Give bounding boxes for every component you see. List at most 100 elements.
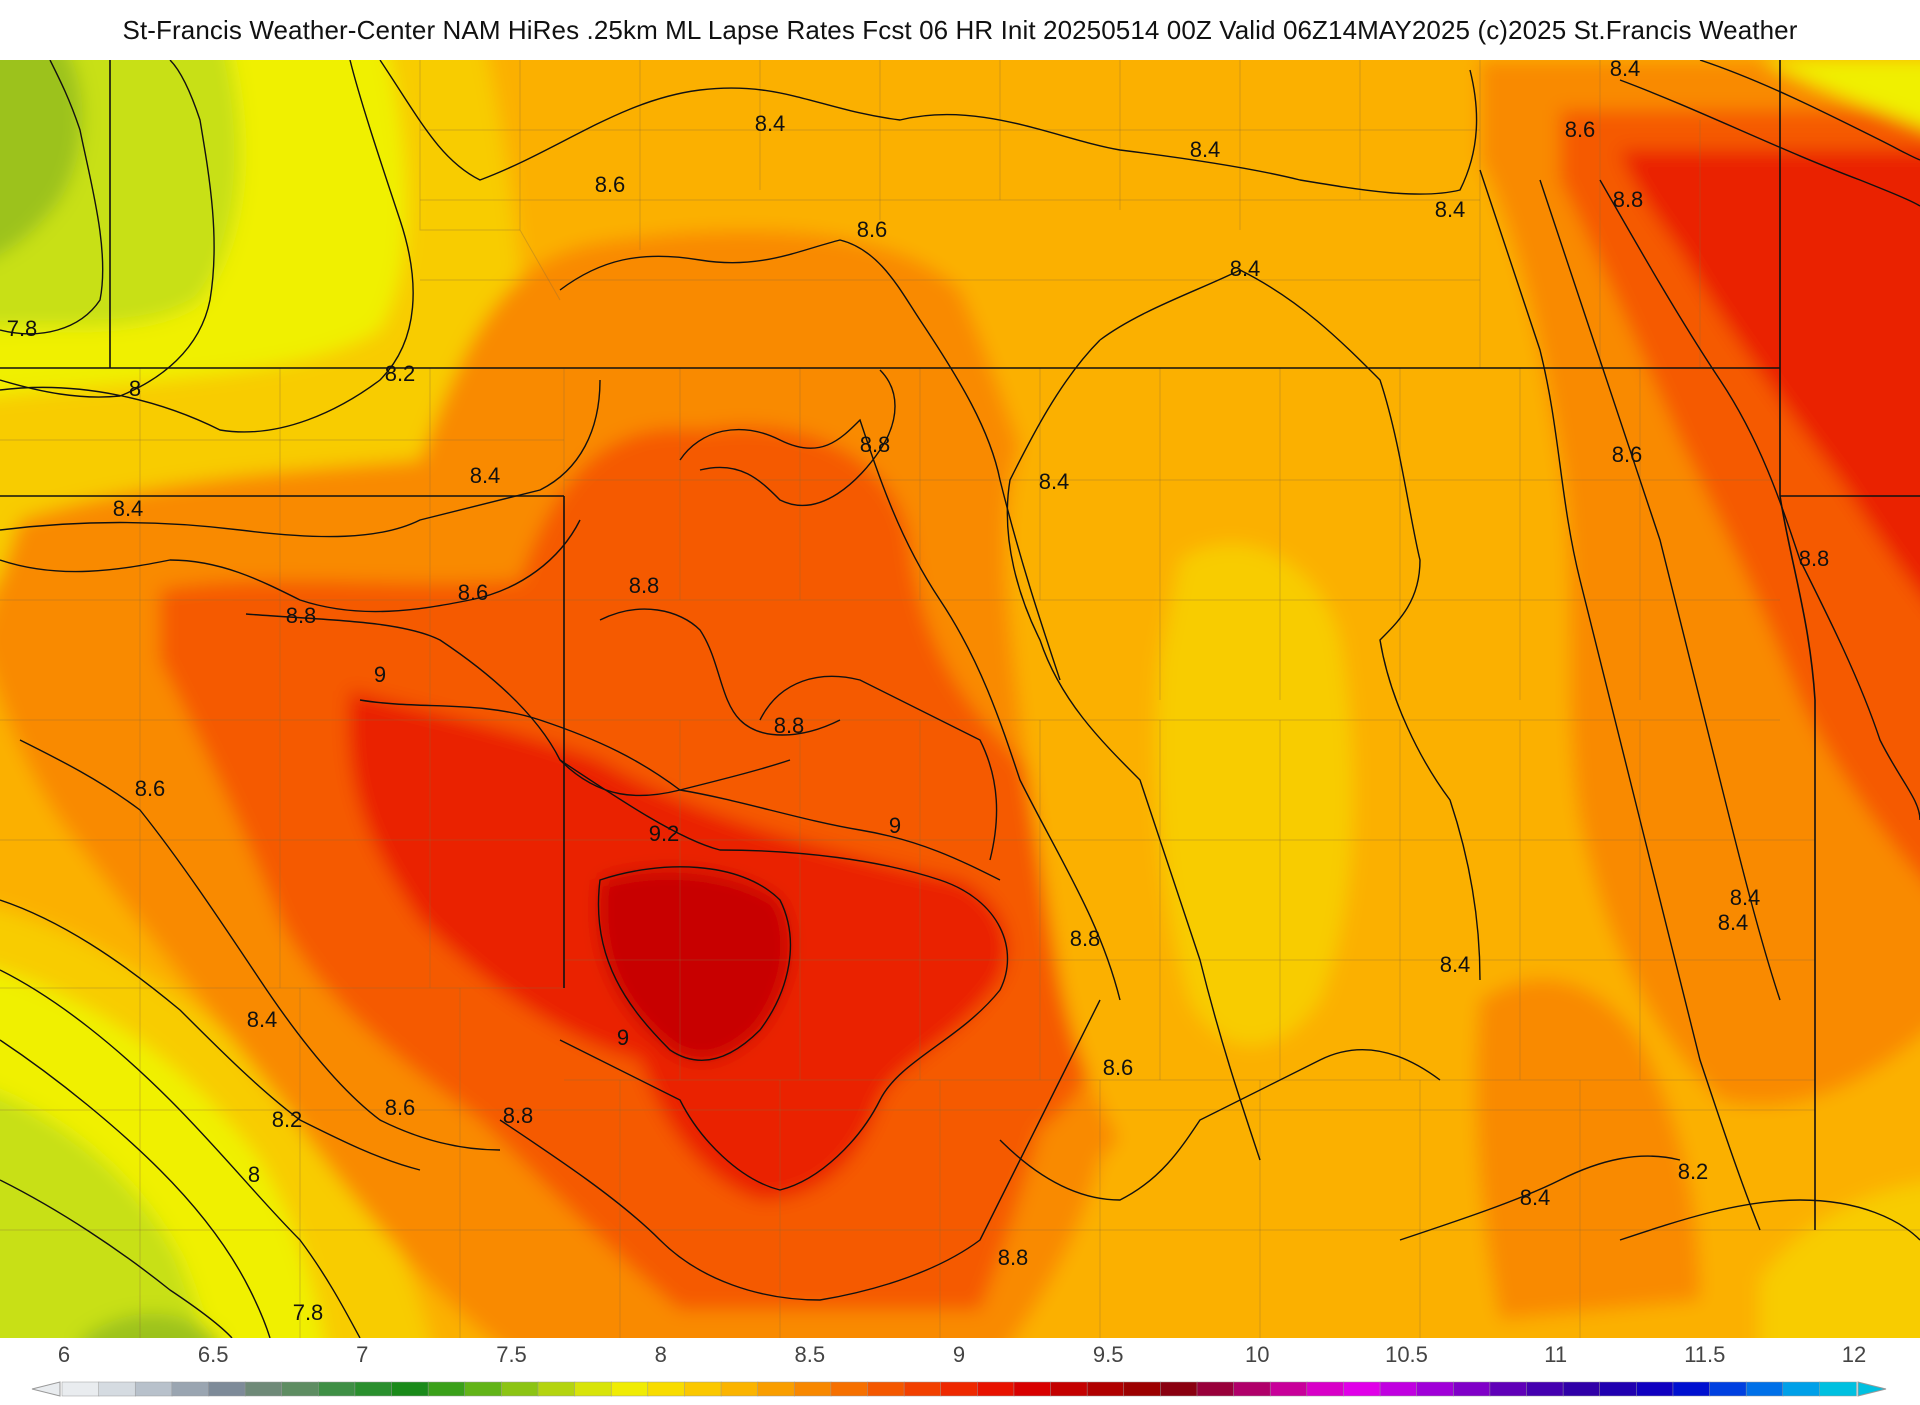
contour-label: 8.4 [1520,1185,1551,1210]
colorbar-tick-label: 7.5 [496,1342,527,1367]
contour-label: 8.2 [272,1107,303,1132]
colorbar-segments [61,1381,1857,1397]
colorbar-segment [1562,1381,1601,1397]
county-lines [0,60,1920,1338]
fill-east-band-lower-orange [1476,979,1700,1320]
contour-label: 8.8 [1070,926,1101,951]
contour-8-6-south [999,1048,1441,1201]
fill-central-deep-red [598,869,791,1061]
colorbar-segment [501,1381,539,1397]
colorbar-tick-label: 8.5 [795,1342,826,1367]
colorbar-segment [537,1381,576,1397]
contour-9-west [359,699,1001,881]
contour-label: 8.8 [503,1103,534,1128]
colorbar-segment [830,1381,869,1397]
contour-8-4-plateau-west [1099,269,1481,981]
contour-label: 8.6 [857,217,888,242]
colorbar-segment [1453,1381,1491,1397]
contour-8-4-east [1479,169,1761,1231]
contour-label: 8.4 [470,463,501,488]
contour-label: 8.4 [1440,952,1471,977]
contour-8-2-southwest [0,969,361,1338]
contour-northeast-gradient-2 [1619,79,1920,207]
colorbar-segment [1672,1381,1711,1397]
colorbar-segment [1599,1381,1638,1397]
map-title: St-Francis Weather-Center NAM HiRes .25k… [122,14,1798,45]
contour-label: 8.6 [1612,442,1643,467]
chart-header: St-Francis Weather-Center NAM HiRes .25k… [0,0,1920,61]
colorbar-segment [684,1381,722,1397]
colorbar-segment [244,1381,283,1397]
contour-8-2-southeast [1619,1199,1920,1241]
contour-label: 8.4 [1039,469,1070,494]
contour-label: 9.2 [649,821,680,846]
contour-label: 8.6 [1565,117,1596,142]
fill-east-plateau-light [1156,544,1354,1045]
colorbar-tick-label: 6 [58,1342,70,1367]
contour-8-6-north [559,239,1061,681]
colorbar-segment [1306,1381,1345,1397]
contour-9-2-center [597,866,792,1062]
contour-label: 8.8 [860,432,891,457]
contour-label: 8.4 [1190,137,1221,162]
contour-8-6-west [0,519,581,613]
colorbar-segment [134,1381,173,1397]
contour-8-west [0,60,215,398]
contour-label: 8 [248,1162,260,1187]
lapse-rate-map: 8.48.48.48.68.88.48.48.68.67.888.28.48.8… [0,60,1920,1338]
contour-8-4-plateau-east [1006,339,1261,1161]
contour-label: 8.6 [458,580,489,605]
colorbar-segment [1489,1381,1528,1397]
contour-label: 8.4 [1730,885,1761,910]
fill-southeast-yellow-orange [1760,1183,1920,1338]
colorbar-segment [1196,1381,1235,1397]
county-line [419,60,520,231]
colorbar-segment [208,1381,246,1397]
fill-southwest-green [82,1313,218,1338]
contour-8-8-south [499,999,1101,1301]
colorbar-segment [647,1381,686,1397]
colorbar-tick-label: 6.5 [198,1342,229,1367]
contour-label: 8.6 [1103,1055,1134,1080]
contour-label: 8.2 [385,361,416,386]
contour-8-6-southwest [19,739,501,1151]
contour-8-8-east [1599,179,1920,821]
contour-8-4-north [379,60,1478,195]
contour-7-8-northwest [0,60,104,335]
colorbar-segment [610,1381,649,1397]
colorbar-segment [940,1381,979,1397]
colorbar-segment [1526,1381,1564,1397]
colorbar-segment [574,1381,612,1397]
contour-label: 9 [889,813,901,838]
contour-label: 8.4 [1718,910,1749,935]
colorbar-segment [1745,1381,1784,1397]
contour-label: 8.4 [1435,197,1466,222]
contour-northeast-gradient-1 [1699,60,1920,161]
colorbar-segment [867,1381,905,1397]
colorbar-segment [1086,1381,1125,1397]
colorbar-segment [98,1381,136,1397]
colorbar-segment [1379,1381,1418,1397]
contour-8-4-southeast [1399,1155,1681,1241]
colorbar-segment [427,1381,466,1397]
contour-label: 8.4 [247,1007,278,1032]
fill-northeast-corner-yellow [1760,60,1920,127]
contour-label: 8.6 [385,1095,416,1120]
colorbar-arrow-right [1857,1381,1887,1397]
colorbar: 6 6.5 7 7.5 8 8.5 9 9.5 10 10.5 11 11.5 12 [0,1338,1920,1400]
contour-label: 8.8 [774,713,805,738]
colorbar-tick-label: 12 [1842,1342,1866,1367]
contour-8-8-central-south [759,675,998,861]
contour-label: 9 [617,1025,629,1050]
colorbar-tick-label: 10 [1245,1342,1269,1367]
contour-label: 8.4 [113,496,144,521]
colorbar-segment [1416,1381,1455,1397]
contour-label: 8.6 [595,172,626,197]
colorbar-segment [391,1381,429,1397]
colorbar-segment [1123,1381,1162,1397]
colorbar-segment [1160,1381,1198,1397]
colorbar-segment [61,1381,100,1397]
colorbar-segment [354,1381,393,1397]
contour-8-6-east [1539,179,1781,1001]
contour-label: 8.4 [1230,256,1261,281]
